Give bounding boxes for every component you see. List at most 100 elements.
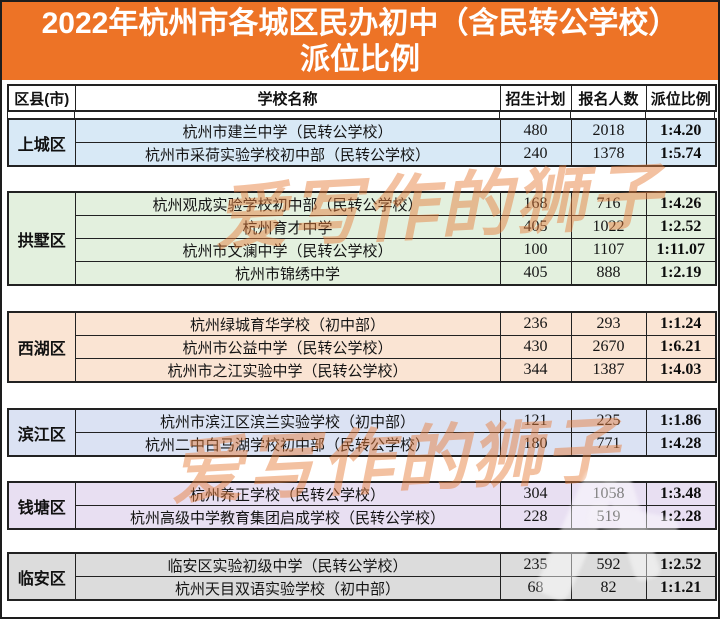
- plan-cell: 121: [499, 408, 572, 433]
- plan-cell: 240: [499, 142, 572, 167]
- header-cell-ratio: 派位比例: [645, 84, 717, 112]
- page-title-line2: 派位比例: [300, 43, 420, 76]
- header-cell-district: 区县(市): [7, 84, 76, 112]
- plan-cell: 236: [499, 311, 572, 336]
- ratio-cell: 1:4.28: [645, 432, 717, 457]
- school-cell: 杭州市建兰中学（民转公学校）: [74, 118, 501, 143]
- section-table-滨江区: 滨江区 杭州市滨江区滨兰实验学校（初中部） 121 225 1:1.86 杭州二中白马湖学…: [7, 408, 717, 457]
- school-cell: 杭州市锦绣中学: [74, 261, 501, 286]
- applicants-cell: 1107: [570, 238, 647, 262]
- school-cell: 杭州育才中学: [74, 215, 501, 239]
- plan-cell: 180: [499, 432, 572, 457]
- table-row: 杭州市公益中学（民转公学校） 430 2670 1:6.21: [8, 335, 717, 359]
- ratio-cell: 1:6.21: [645, 335, 717, 359]
- applicants-cell: 2670: [570, 335, 647, 359]
- table-row: 杭州市之江实验中学（民转公学校） 344 1387 1:4.03: [8, 358, 717, 383]
- header-cell-school: 学校名称: [74, 84, 501, 112]
- district-cell: 钱塘区: [7, 481, 76, 530]
- table-row: 西湖区 杭州绿城育华学校（初中部） 236 293 1:1.24: [7, 311, 717, 383]
- applicants-cell: 888: [570, 261, 647, 286]
- applicants-cell: 293: [570, 311, 647, 336]
- applicants-cell: 1058: [570, 481, 647, 506]
- table-row: 杭州育才中学 405 1022 1:2.52: [8, 215, 717, 239]
- school-cell: 杭州养正学校（民转公学校）: [74, 481, 501, 506]
- table-row: 滨江区 杭州市滨江区滨兰实验学校（初中部） 121 225 1:1.86: [7, 408, 717, 457]
- section-gap: [7, 530, 715, 552]
- section-table-西湖区: 西湖区 杭州绿城育华学校（初中部） 236 293 1:1.24 杭州市公益中学（民转公学…: [7, 311, 717, 383]
- district-cell: 临安区: [7, 552, 76, 601]
- applicants-cell: 771: [570, 432, 647, 457]
- school-cell: 杭州市滨江区滨兰实验学校（初中部）: [74, 408, 501, 433]
- section-gap: [7, 167, 715, 191]
- applicants-cell: 716: [570, 191, 647, 216]
- district-cell: 西湖区: [7, 311, 76, 383]
- ratio-cell: 1:1.24: [645, 311, 717, 336]
- applicants-cell: 82: [570, 576, 647, 601]
- district-cell: 拱墅区: [7, 191, 76, 286]
- ratio-cell: 1:2.28: [645, 505, 717, 530]
- school-cell: 杭州市公益中学（民转公学校）: [74, 335, 501, 359]
- table-row: 临安区 临安区实验初级中学（民转公学校） 235 592 1:2.52: [7, 552, 717, 601]
- plan-cell: 228: [499, 505, 572, 530]
- school-cell: 杭州高级中学教育集团启成学校（民转公学校）: [74, 505, 501, 530]
- applicants-cell: 1022: [570, 215, 647, 239]
- plan-cell: 100: [499, 238, 572, 262]
- header-row: 区县(市) 学校名称 招生计划 报名人数 派位比例: [7, 84, 717, 112]
- school-cell: 杭州市之江实验中学（民转公学校）: [74, 358, 501, 383]
- table-row: 杭州天目双语实验学校（初中部） 68 82 1:1.21: [8, 576, 717, 601]
- title-banner: 2022年杭州市各城区民办初中（含民转公学校） 派位比例: [2, 2, 718, 80]
- applicants-cell: 225: [570, 408, 647, 433]
- table-row: 上城区 杭州市建兰中学（民转公学校） 480 2018 1:4.20: [7, 118, 717, 167]
- plan-cell: 344: [499, 358, 572, 383]
- table-row: 杭州市文澜中学（民转公学校） 100 1107 1:11.07: [8, 238, 717, 262]
- table-row: 拱墅区 杭州观成实验学校初中部（民转公学校） 168 716 1:4.26: [7, 191, 717, 286]
- ratio-cell: 1:2.19: [645, 261, 717, 286]
- plan-cell: 405: [499, 261, 572, 286]
- applicants-cell: 1387: [570, 358, 647, 383]
- ratio-cell: 1:4.26: [645, 191, 717, 216]
- table-row: 钱塘区 杭州养正学校（民转公学校） 304 1058 1:3.48: [7, 481, 717, 530]
- applicants-cell: 1378: [570, 142, 647, 167]
- applicants-cell: 592: [570, 552, 647, 577]
- plan-cell: 68: [499, 576, 572, 601]
- school-cell: 杭州绿城育华学校（初中部）: [74, 311, 501, 336]
- ratio-cell: 1:4.20: [645, 118, 717, 143]
- section-table-临安区: 临安区 临安区实验初级中学（民转公学校） 235 592 1:2.52 杭州天目双语实验学…: [7, 552, 717, 601]
- plan-cell: 480: [499, 118, 572, 143]
- district-cell: 上城区: [7, 118, 76, 167]
- plan-cell: 168: [499, 191, 572, 216]
- ratio-cell: 1:3.48: [645, 481, 717, 506]
- school-cell: 杭州市文澜中学（民转公学校）: [74, 238, 501, 262]
- school-cell: 临安区实验初级中学（民转公学校）: [74, 552, 501, 577]
- section-gap: [7, 286, 715, 311]
- header-cell-applicants: 报名人数: [570, 84, 647, 112]
- section-gap: [7, 383, 715, 408]
- ratio-cell: 1:2.52: [645, 552, 717, 577]
- ratio-cell: 1:11.07: [645, 238, 717, 262]
- plan-cell: 304: [499, 481, 572, 506]
- section-table-上城区: 上城区 杭州市建兰中学（民转公学校） 480 2018 1:4.20 杭州市采荷实验学校初…: [7, 118, 717, 167]
- section-gap: [7, 457, 715, 481]
- header-stub-gap: [7, 112, 715, 118]
- table-row: 杭州高级中学教育集团启成学校（民转公学校） 228 519 1:2.28: [8, 505, 717, 530]
- ratio-cell: 1:2.52: [645, 215, 717, 239]
- school-cell: 杭州观成实验学校初中部（民转公学校）: [74, 191, 501, 216]
- header-cell-plan: 招生计划: [499, 84, 572, 112]
- district-cell: 滨江区: [7, 408, 76, 457]
- ratio-cell: 1:5.74: [645, 142, 717, 167]
- ratio-cell: 1:4.03: [645, 358, 717, 383]
- plan-cell: 235: [499, 552, 572, 577]
- applicants-cell: 2018: [570, 118, 647, 143]
- ratio-cell: 1:1.86: [645, 408, 717, 433]
- section-table-钱塘区: 钱塘区 杭州养正学校（民转公学校） 304 1058 1:3.48 杭州高级中学教育集团启…: [7, 481, 717, 530]
- plan-cell: 430: [499, 335, 572, 359]
- table-header: 区县(市) 学校名称 招生计划 报名人数 派位比例: [7, 84, 717, 112]
- ratio-cell: 1:1.21: [645, 576, 717, 601]
- table-root: 区县(市) 学校名称 招生计划 报名人数 派位比例上城区 杭州市建兰中学（民转公学校） 48…: [2, 80, 718, 601]
- school-cell: 杭州天目双语实验学校（初中部）: [74, 576, 501, 601]
- section-table-拱墅区: 拱墅区 杭州观成实验学校初中部（民转公学校） 168 716 1:4.26 杭州育才中学 4…: [7, 191, 717, 286]
- table-row: 杭州二中白马湖学校初中部（民转公学校） 180 771 1:4.28: [8, 432, 717, 457]
- school-cell: 杭州市采荷实验学校初中部（民转公学校）: [74, 142, 501, 167]
- school-cell: 杭州二中白马湖学校初中部（民转公学校）: [74, 432, 501, 457]
